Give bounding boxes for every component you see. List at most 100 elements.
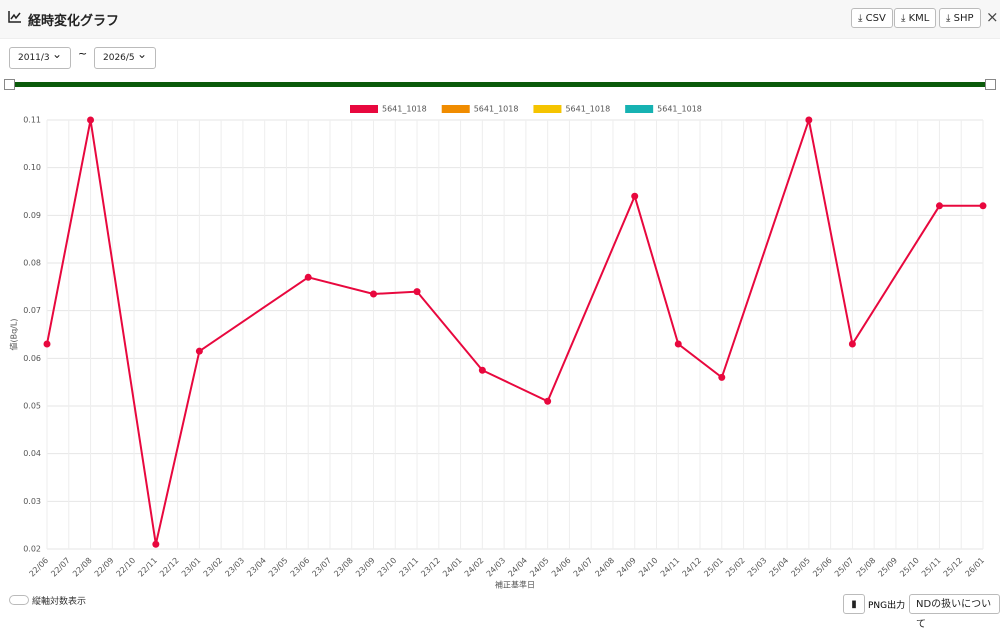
png-label[interactable]: PNG出力	[868, 601, 906, 611]
x-tick-label: 23/03	[223, 556, 246, 579]
x-tick-label: 25/11	[920, 556, 943, 579]
point	[304, 273, 312, 281]
x-tick-label: 24/08	[593, 556, 616, 579]
x-tick-label: 24/05	[528, 556, 551, 579]
legend-swatch	[533, 105, 562, 113]
point	[848, 340, 856, 348]
x-tick-label: 23/02	[202, 556, 225, 579]
x-tick-label: 24/03	[485, 556, 508, 579]
y-tick-label: 0.07	[23, 306, 41, 315]
x-tick-label: 25/05	[789, 556, 812, 579]
x-tick-label: 24/07	[572, 556, 595, 579]
shp-button[interactable]: ⤓ SHP	[939, 8, 981, 28]
x-tick-label: 23/05	[267, 556, 290, 579]
header: 経時変化グラフ ⤓ CSV ⤓ KML ⤓ SHP ×	[0, 0, 1000, 39]
x-tick-label: 25/12	[942, 556, 965, 579]
x-tick-label: 24/02	[463, 556, 486, 579]
point	[718, 373, 726, 381]
x-tick-label: 23/01	[180, 556, 203, 579]
point	[152, 540, 160, 548]
y-tick-label: 0.09	[23, 211, 41, 220]
x-tick-label: 25/02	[724, 556, 747, 579]
y-tick-label: 0.04	[23, 449, 41, 458]
x-tick-label: 24/10	[637, 556, 660, 579]
x-tick-label: 23/11	[398, 556, 421, 579]
nd-button[interactable]: NDの扱いについて	[909, 594, 1000, 630]
point	[935, 202, 943, 210]
y-tick-label: 0.06	[23, 354, 41, 363]
range-slider[interactable]	[10, 82, 990, 87]
x-tick-label: 23/10	[376, 556, 399, 579]
x-tick-label: 26/01	[964, 556, 987, 579]
point	[631, 192, 639, 200]
line	[46, 116, 983, 545]
legend-swatch	[350, 105, 378, 113]
x-tick-label: 25/06	[811, 556, 834, 579]
x-tick-label: 24/04	[506, 556, 529, 579]
x-tick-label: 23/06	[289, 556, 312, 579]
slider-handle[interactable]	[4, 79, 15, 90]
chart: 0.02 0.03 0.04 0.05 0.06 0.07 0.08 0.09 0.10 0.11…	[9, 105, 987, 590]
x-tick-label: 23/09	[354, 556, 377, 579]
png-icon[interactable]: ▮	[843, 594, 865, 614]
toggle[interactable]	[9, 595, 29, 605]
label: 2026/5	[103, 53, 135, 63]
point	[979, 202, 987, 210]
x-tick-label: 23/08	[332, 556, 355, 579]
x-tick-label: 25/07	[833, 556, 856, 579]
label: SHP	[953, 13, 974, 24]
slider-handle[interactable]	[985, 79, 996, 90]
x-tick-label: 25/09	[876, 556, 899, 579]
x-tick-label: 25/01	[702, 556, 725, 579]
x-tick-label: 22/07	[49, 556, 72, 579]
toggle-label: 縦軸対数表示	[32, 597, 87, 607]
legend-label: 5641_1018	[565, 105, 610, 114]
x-tick-label: 22/12	[158, 556, 181, 579]
point	[805, 116, 813, 124]
x-tick-label: 22/08	[71, 556, 94, 579]
x-tick-label: 25/08	[855, 556, 878, 579]
csv-button[interactable]: ⤓ CSV	[851, 8, 893, 28]
point	[87, 116, 95, 124]
x-tick-label: 24/01	[441, 556, 464, 579]
x-tick-label: 25/10	[898, 556, 921, 579]
close-button[interactable]: ×	[986, 8, 999, 26]
legend-swatch	[441, 105, 470, 113]
y-tick-label: 0.10	[23, 163, 41, 172]
x-tick-label: 24/09	[615, 556, 638, 579]
y-tick-label: 0.02	[23, 545, 41, 554]
title: 経時変化グラフ	[28, 14, 120, 29]
legend-label: 5641_1018	[474, 105, 519, 114]
x-tick-label: 22/11	[136, 556, 159, 579]
legend-swatch	[625, 105, 654, 113]
chart-icon	[8, 11, 21, 23]
point	[478, 366, 486, 374]
y-axis-label: 値(Bq/L)	[9, 319, 19, 351]
kml-button[interactable]: ⤓ KML	[894, 8, 937, 28]
y-tick-label: 0.05	[23, 402, 41, 411]
legend-label: 5641_1018	[382, 105, 427, 114]
x-tick-label: 25/04	[768, 556, 791, 579]
label: CSV	[865, 13, 886, 24]
separator: ~	[78, 47, 88, 60]
point	[43, 340, 51, 348]
x-tick-label: 23/12	[419, 556, 442, 579]
x-axis-label: 補正基準日	[495, 580, 535, 590]
label: 2011/3	[18, 53, 50, 63]
from-select[interactable]: 2011/3	[9, 44, 71, 69]
legend-label: 5641_1018	[657, 105, 702, 114]
x-tick-label: 24/06	[550, 556, 573, 579]
point	[544, 397, 552, 405]
x-tick-label: 22/10	[115, 556, 138, 579]
y-tick-label: 0.03	[23, 497, 41, 506]
x-tick-label: 24/11	[659, 556, 682, 579]
y-tick-label: 0.08	[23, 259, 41, 268]
x-tick-label: 24/12	[681, 556, 704, 579]
x-tick-label: 25/03	[746, 556, 769, 579]
point	[674, 340, 682, 348]
to-select[interactable]: 2026/5	[94, 44, 156, 69]
point	[370, 290, 378, 298]
y-tick-label: 0.11	[23, 116, 41, 125]
point	[413, 288, 421, 296]
